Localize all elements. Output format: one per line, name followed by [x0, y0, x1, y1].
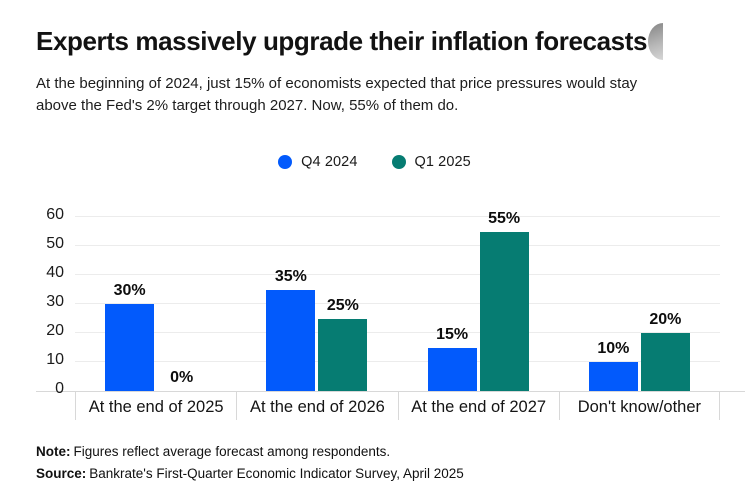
bar-value-label: 35%: [274, 267, 307, 285]
bar-q1-2025-at-the-end-of-2027: [479, 231, 529, 392]
bar-chart: 0 10 20 30 40 50 60 30% 0% 35% 25% 15% 55% 10% 20%: [0, 206, 749, 397]
gridline-10: [75, 361, 720, 363]
bar-groups: 30% 0% 35% 25% 15% 55% 10% 20%: [75, 210, 720, 392]
bar-group-at-the-end-of-2026: 35% 25%: [236, 268, 397, 392]
footer: Note: Figures reflect average forecast am…: [36, 441, 713, 484]
bar-group-at-the-end-of-2027: 15% 55%: [398, 210, 559, 392]
y-tick-0: 0: [55, 380, 64, 398]
bar-wrap-q1-2025-at-the-end-of-2025: 0%: [157, 369, 206, 391]
gridline-20: [75, 332, 720, 334]
gridline-60: [75, 216, 720, 218]
gridline-50: [75, 245, 720, 247]
bar-wrap-q1-2025-at-the-end-of-2026: 25%: [318, 296, 368, 392]
subtitle-line-2: above the Fed's 2% target through 2027. …: [36, 97, 459, 115]
y-axis: 0 10 20 30 40 50 60: [0, 206, 64, 397]
bar-q4-2024-at-the-end-of-2025: [105, 304, 155, 392]
subtitle-line-1: At the beginning of 2024, just 15% of ec…: [36, 75, 638, 92]
page-title: Experts massively upgrade their inflatio…: [36, 25, 648, 56]
legend-dot-q1-2025: [391, 155, 406, 170]
bar-group-at-the-end-of-2025: 30% 0%: [75, 282, 236, 392]
gridline-30: [75, 303, 720, 305]
bar-wrap-q1-2025-don-t-know-other: 20%: [640, 311, 690, 392]
bar-q4-2024-at-the-end-of-2026: [266, 289, 316, 392]
bar-wrap-q4-2024-at-the-end-of-2025: 30%: [105, 282, 155, 392]
bar-q4-2024-don-t-know-other: [588, 362, 638, 392]
category-label-don-t-know-other: Don't know/other: [558, 392, 720, 421]
bar-q4-2024-at-the-end-of-2027: [427, 347, 477, 392]
bar-value-label: 15%: [436, 325, 469, 343]
title-edge-artifact-shape: [648, 23, 664, 60]
legend-item-q4-2024: Q4 2024: [278, 154, 357, 170]
source-line: Source: Bankrate's First-Quarter Economic…: [36, 463, 713, 485]
chart-subtitle: At the beginning of 2024, just 15% of ec…: [0, 73, 749, 117]
y-tick-40: 40: [46, 264, 64, 282]
category-label-at-the-end-of-2027: At the end of 2027: [397, 392, 559, 421]
bar-wrap-q1-2025-at-the-end-of-2027: 55%: [479, 209, 529, 392]
legend-label-q1-2025: Q1 2025: [414, 154, 471, 171]
bar-wrap-q4-2024-don-t-know-other: 10%: [588, 340, 638, 392]
category-label-at-the-end-of-2026: At the end of 2026: [236, 392, 397, 421]
legend-label-q4-2024: Q4 2024: [301, 154, 358, 171]
bar-q1-2025-at-the-end-of-2026: [318, 318, 368, 392]
chart-legend: Q4 2024 Q1 2025: [0, 154, 749, 170]
bar-value-label: 10%: [597, 340, 630, 358]
category-label-at-the-end-of-2025: At the end of 2025: [75, 392, 236, 421]
note-text: Figures reflect average forecast among r…: [73, 444, 391, 460]
source-label: Source:: [36, 465, 87, 481]
y-tick-50: 50: [46, 235, 64, 253]
bar-value-label: 25%: [326, 296, 359, 314]
bar-value-label: 55%: [488, 209, 521, 227]
bar-value-label: 30%: [113, 282, 146, 300]
y-tick-30: 30: [46, 293, 64, 311]
header: Experts massively upgrade their inflatio…: [0, 0, 749, 60]
bar-wrap-q4-2024-at-the-end-of-2026: 35%: [266, 267, 316, 392]
legend-dot-q4-2024: [278, 155, 293, 170]
y-tick-20: 20: [46, 322, 64, 340]
legend-item-q1-2025: Q1 2025: [391, 154, 471, 171]
note-line: Note: Figures reflect average forecast am…: [36, 441, 713, 463]
bar-value-label: 0%: [170, 369, 194, 387]
bar-value-label: 20%: [649, 311, 682, 329]
y-tick-60: 60: [46, 206, 64, 224]
bar-group-don-t-know-other: 10% 20%: [559, 311, 720, 392]
note-label: Note:: [36, 444, 71, 460]
plot-area: 30% 0% 35% 25% 15% 55% 10% 20%: [75, 210, 720, 392]
gridline-40: [75, 274, 720, 276]
bar-wrap-q4-2024-at-the-end-of-2027: 15%: [427, 325, 477, 392]
x-axis-category-row: At the end of 2025 At the end of 2026 At t…: [36, 391, 745, 421]
source-text: Bankrate's First-Quarter Economic Indica…: [89, 465, 464, 481]
bar-q1-2025-don-t-know-other: [640, 333, 690, 392]
y-tick-10: 10: [46, 351, 64, 369]
